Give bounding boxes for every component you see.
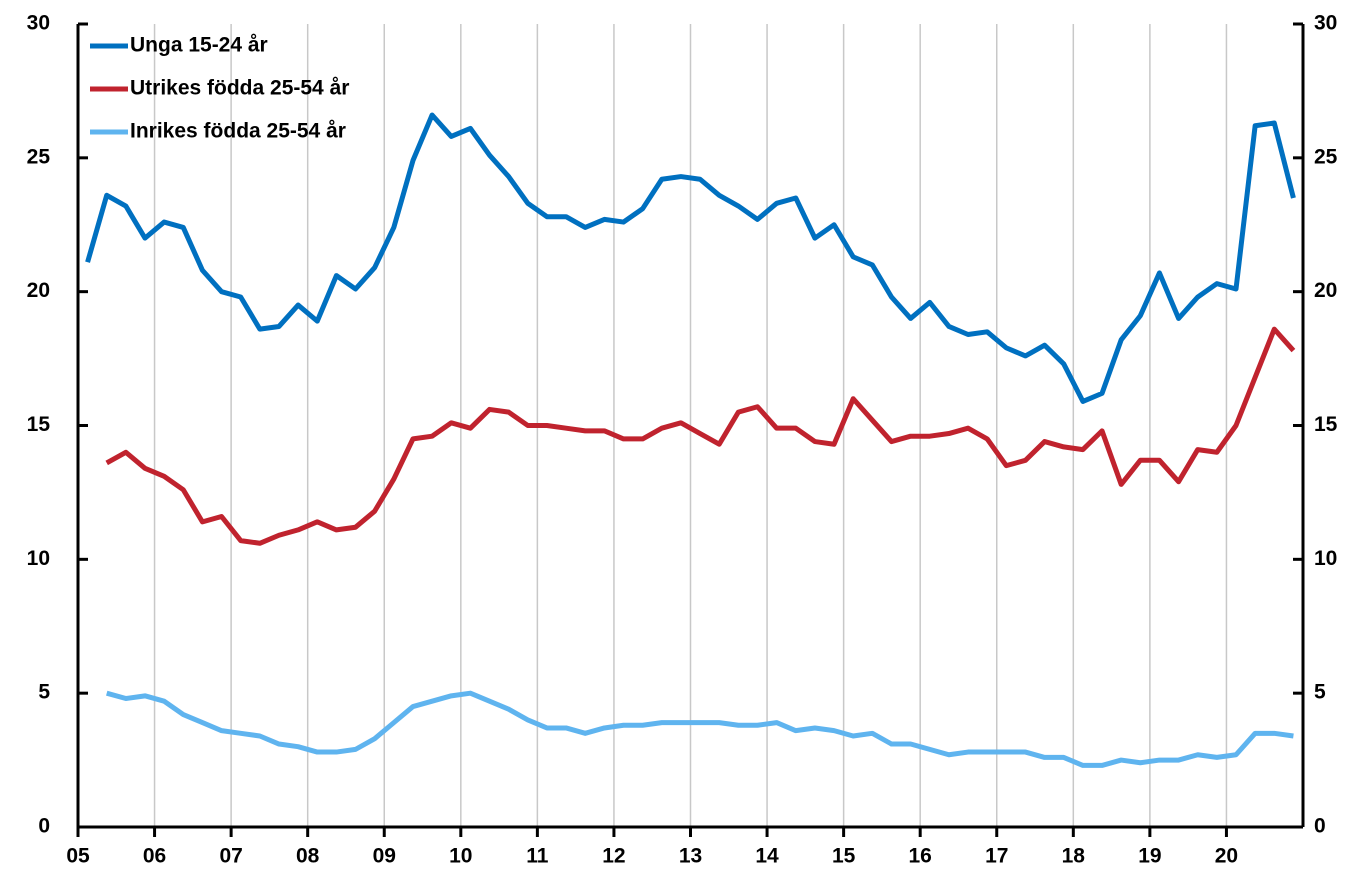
- x-tick-label: 20: [1215, 845, 1238, 868]
- x-tick-label: 15: [832, 845, 856, 868]
- x-tick-label: 16: [909, 845, 932, 868]
- x-tick-label: 12: [602, 845, 625, 868]
- x-tick-label: 13: [679, 845, 702, 868]
- y-tick-label: 30: [27, 12, 50, 35]
- y2-tick-label: 0: [1314, 815, 1326, 838]
- x-tick-label: 19: [1138, 845, 1161, 868]
- x-tick-label: 10: [449, 845, 472, 868]
- x-tick-label: 06: [143, 845, 166, 868]
- series-line: [106, 690, 1294, 768]
- y2-tick-label: 5: [1314, 681, 1326, 704]
- x-tick-label: 17: [985, 845, 1008, 868]
- legend-label: Inrikes födda 25-54 år: [130, 120, 346, 143]
- x-tick-label: 08: [296, 845, 320, 868]
- x-tick-label: 05: [66, 845, 90, 868]
- x-tick-label: 09: [373, 845, 396, 868]
- y2-tick-label: 15: [1314, 413, 1338, 436]
- legend-label: Unga 15-24 år: [130, 34, 268, 57]
- series-line: [105, 326, 1296, 546]
- series-line: [85, 112, 1296, 404]
- y2-tick-label: 30: [1314, 12, 1337, 35]
- y-tick-label: 10: [27, 547, 50, 570]
- y-tick-label: 15: [27, 413, 51, 436]
- x-tick-label: 07: [219, 845, 242, 868]
- x-tick-label: 14: [755, 845, 779, 868]
- y2-tick-label: 10: [1314, 547, 1337, 570]
- x-tick-label: 11: [526, 845, 549, 868]
- y-tick-label: 0: [38, 815, 50, 838]
- y2-tick-label: 25: [1314, 145, 1338, 168]
- x-tick-label: 18: [1062, 845, 1086, 868]
- legend-label: Utrikes födda 25-54 år: [130, 77, 349, 100]
- y-tick-label: 20: [27, 279, 50, 302]
- y-tick-label: 5: [38, 681, 50, 704]
- y2-tick-label: 20: [1314, 279, 1337, 302]
- y-tick-label: 25: [27, 145, 51, 168]
